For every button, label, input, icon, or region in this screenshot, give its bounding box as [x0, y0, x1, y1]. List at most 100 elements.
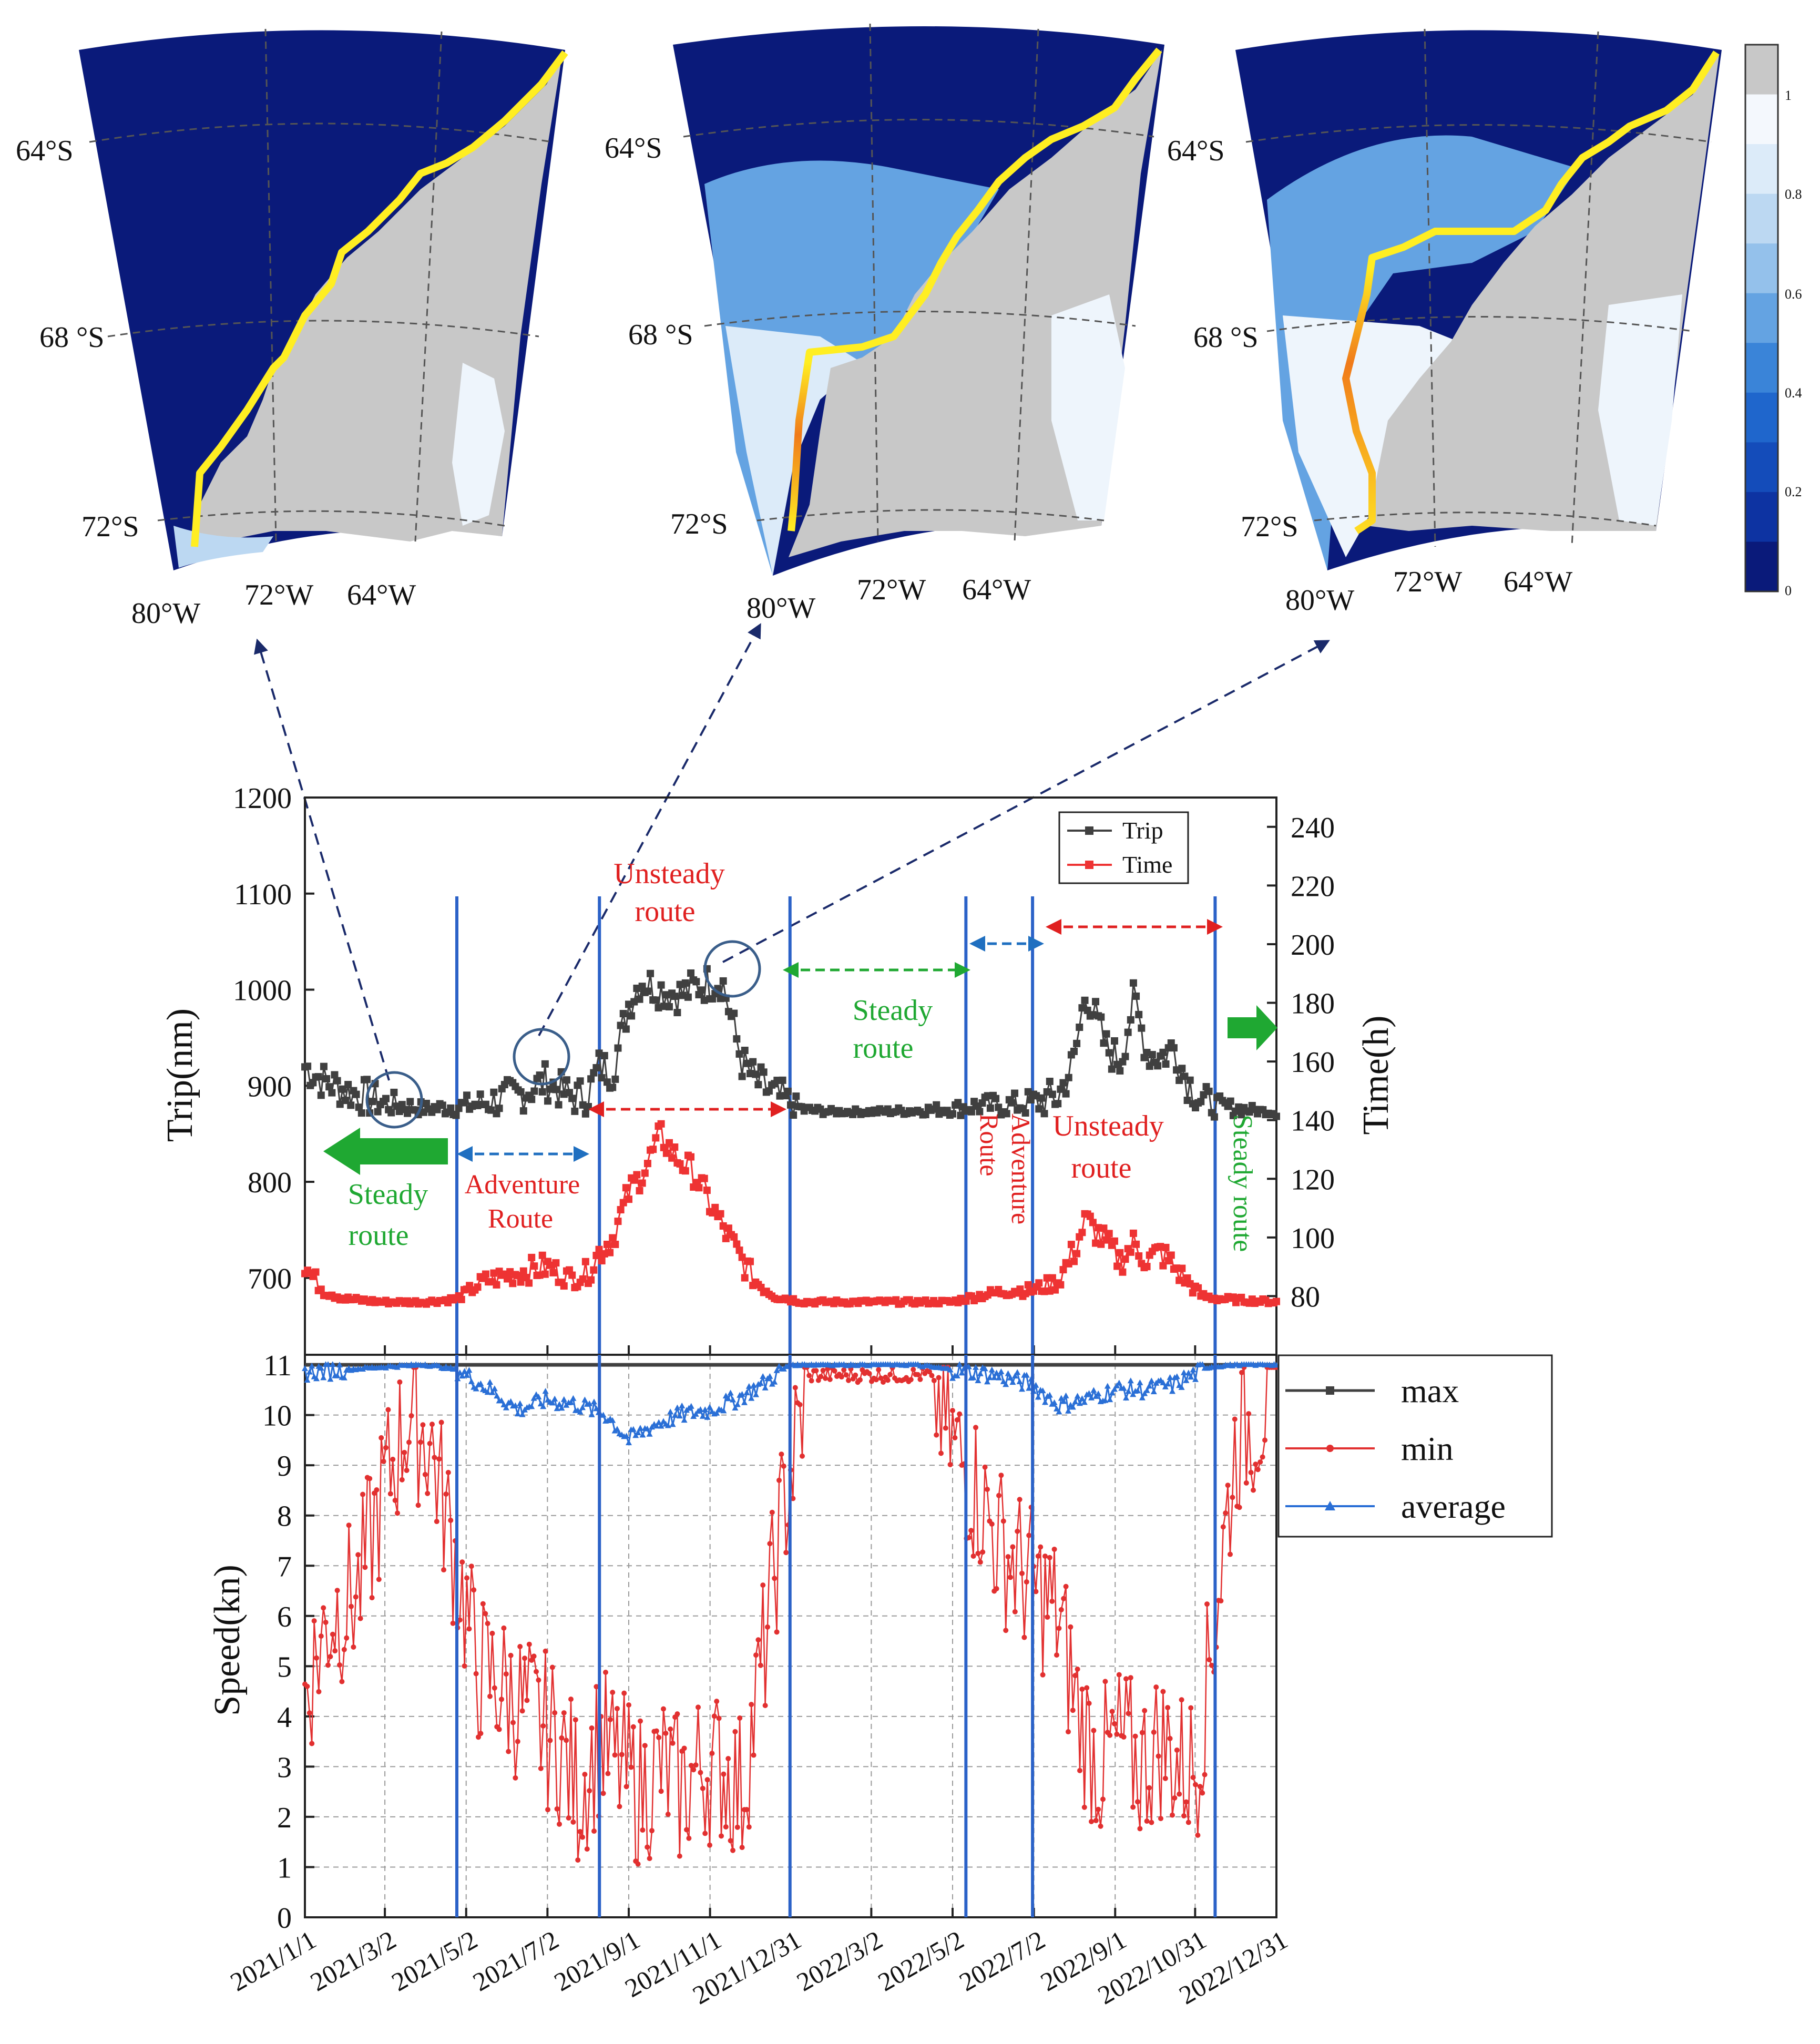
min-point — [538, 1765, 544, 1771]
min-point — [522, 1655, 527, 1661]
min-point — [369, 1595, 375, 1601]
min-point — [603, 1669, 608, 1675]
trip-tick-label: 700 — [248, 1263, 292, 1295]
trip-point — [552, 1086, 560, 1093]
time-point — [724, 1224, 732, 1232]
min-point — [707, 1842, 712, 1848]
min-point — [385, 1407, 391, 1413]
trip-point — [325, 1083, 333, 1091]
time-tick-label: 120 — [1291, 1163, 1335, 1196]
min-point — [1165, 1705, 1171, 1711]
min-point — [355, 1552, 361, 1558]
min-point — [1086, 1701, 1092, 1706]
map-2-grid — [683, 23, 1154, 542]
min-point — [316, 1689, 322, 1694]
min-point — [677, 1853, 682, 1859]
min-point — [1257, 1459, 1263, 1465]
min-point — [1200, 1790, 1205, 1796]
speed-x-tick-label: 2021/3/2 — [305, 1925, 401, 1997]
average-point — [1090, 1387, 1097, 1393]
average-point — [762, 1384, 769, 1391]
trip-point — [1138, 1024, 1146, 1032]
trip-point — [1154, 1062, 1162, 1070]
trip-point — [490, 1088, 498, 1096]
min-point — [857, 1377, 863, 1383]
average-point — [958, 1370, 965, 1376]
time-point — [1035, 1279, 1043, 1287]
min-point — [1054, 1652, 1059, 1658]
min-point — [772, 1576, 778, 1581]
min-point — [1193, 1782, 1198, 1787]
average-point — [558, 1405, 565, 1411]
min-point — [762, 1703, 768, 1709]
time-point — [717, 1210, 724, 1218]
time-tick-label: 200 — [1291, 929, 1335, 962]
average-point — [329, 1361, 336, 1367]
average-point — [1169, 1388, 1175, 1394]
time-point — [549, 1269, 557, 1276]
average-point — [1060, 1398, 1067, 1404]
min-point — [1170, 1812, 1175, 1818]
min-point — [1135, 1799, 1140, 1805]
min-point — [415, 1503, 421, 1508]
time-point — [457, 1295, 465, 1303]
trip-point — [463, 1091, 471, 1099]
min-point — [1137, 1826, 1143, 1832]
steady-label-1-line1: Steady — [853, 994, 933, 1027]
min-point — [947, 1462, 953, 1467]
speed-x-tick-label: 2022/3/2 — [792, 1925, 887, 1997]
min-point — [698, 1770, 703, 1775]
time-point — [1119, 1268, 1127, 1276]
trip-point — [438, 1101, 446, 1109]
min-point — [591, 1828, 597, 1834]
average-point — [679, 1402, 686, 1408]
average-point — [306, 1368, 313, 1375]
min-point — [612, 1752, 618, 1758]
trip-point — [1062, 1090, 1070, 1098]
min-point — [765, 1624, 770, 1630]
min-point — [306, 1710, 312, 1716]
unsteady-label-1-line1: Unsteady — [614, 857, 725, 890]
min-point — [783, 1550, 789, 1556]
connector-map-1 — [254, 638, 390, 1081]
average-point — [1062, 1392, 1069, 1398]
bottom-left-axis: 0 1 2 3 4 5 6 7 8 9 10 11 — [262, 1350, 314, 1935]
min-point — [524, 1698, 530, 1703]
min-point — [818, 1374, 824, 1379]
average-point — [984, 1378, 990, 1385]
min-point — [800, 1453, 805, 1459]
average-point — [302, 1365, 308, 1371]
min-point — [878, 1375, 884, 1381]
average-point — [639, 1432, 646, 1438]
time-point — [493, 1281, 500, 1289]
min-point — [1206, 1657, 1212, 1663]
min-point — [1109, 1709, 1115, 1714]
min-point — [1255, 1467, 1261, 1473]
legend-min-label: min — [1401, 1430, 1454, 1467]
min-point — [1158, 1816, 1163, 1822]
min-point — [721, 1771, 727, 1777]
min-point — [430, 1422, 435, 1427]
min-point — [1019, 1570, 1025, 1576]
average-point — [1148, 1377, 1155, 1384]
average-point — [581, 1396, 588, 1403]
average-point — [1007, 1374, 1014, 1381]
min-point — [589, 1725, 595, 1731]
min-point — [1068, 1624, 1073, 1630]
min-point — [904, 1375, 909, 1381]
min-point — [570, 1819, 576, 1825]
average-point — [1056, 1408, 1062, 1415]
trip-point — [1070, 1047, 1078, 1055]
trip-point — [622, 1025, 630, 1033]
period-arrows — [457, 919, 1223, 1162]
trip-point — [320, 1062, 328, 1070]
trip-point — [452, 1111, 460, 1119]
min-point — [480, 1601, 486, 1607]
min-point — [719, 1833, 724, 1839]
average-point — [766, 1373, 773, 1379]
min-point — [809, 1378, 814, 1384]
average-point — [692, 1411, 699, 1417]
average-point — [512, 1402, 519, 1408]
average-point — [579, 1404, 586, 1411]
